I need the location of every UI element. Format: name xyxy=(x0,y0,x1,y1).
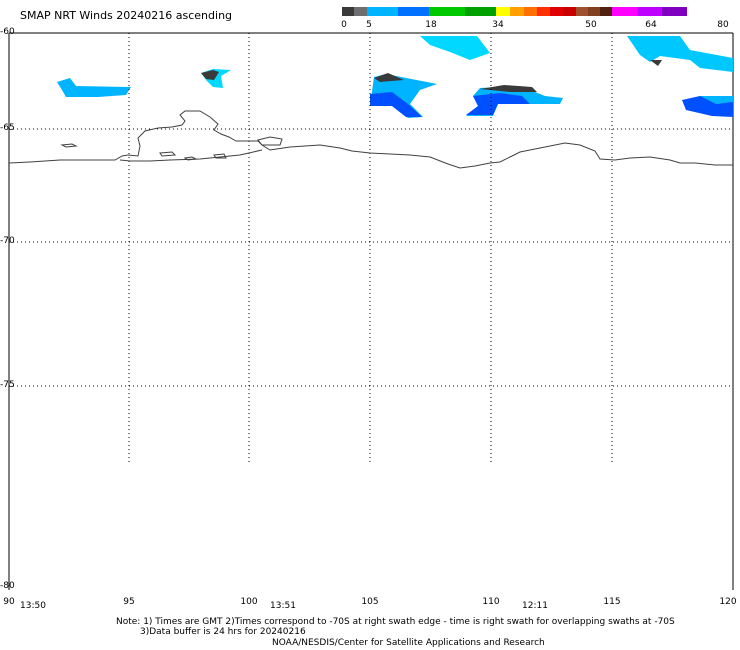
lat-label-60: -60 xyxy=(0,27,15,37)
wind-swaths xyxy=(57,36,733,118)
colorbar-segment xyxy=(510,7,524,16)
lon-label-110: 110 xyxy=(482,597,500,607)
note-line-1: Note: 1) Times are GMT 2)Times correspon… xyxy=(116,617,675,627)
wind-swath-5-deep xyxy=(466,93,530,115)
colorbar-label-50: 50 xyxy=(585,20,597,30)
colorbar-segment xyxy=(354,7,367,16)
longitude-gridlines xyxy=(128,33,613,465)
island-5 xyxy=(213,153,227,159)
wind-swath-3-deep xyxy=(370,92,422,117)
colorbar-segment xyxy=(600,7,612,16)
coastline xyxy=(8,110,733,169)
note-line-2: 3)Data buffer is 24 hrs for 20240216 xyxy=(140,627,306,637)
colorbar-label-0: 0 xyxy=(341,20,347,30)
swath-time-3: 12:11 xyxy=(522,601,548,611)
colorbar-segment xyxy=(612,7,637,16)
coastline-shelf xyxy=(119,149,263,162)
colorbar-label-5: 5 xyxy=(366,20,372,30)
colorbar-segment xyxy=(637,7,662,16)
wind-speed-colorbar xyxy=(342,7,728,16)
island-2 xyxy=(159,151,177,157)
wind-swath-6-dark xyxy=(650,60,662,66)
coastline-main xyxy=(8,110,733,169)
colorbar-segment xyxy=(398,7,429,16)
colorbar-segment xyxy=(537,7,550,16)
colorbar-label-18: 18 xyxy=(425,20,437,30)
lat-label-65: -65 xyxy=(0,123,15,133)
note-line-3: NOAA/NESDIS/Center for Satellite Applica… xyxy=(272,638,545,648)
colorbar-label-80: 80 xyxy=(717,20,729,30)
wind-swath-6 xyxy=(627,36,733,72)
colorbar-segment xyxy=(465,7,496,16)
colorbar-segment xyxy=(342,7,354,16)
colorbar-segment xyxy=(367,7,398,16)
wind-swath-1 xyxy=(57,78,131,97)
lat-label-70: -70 xyxy=(0,236,15,246)
island-1 xyxy=(60,143,78,148)
colorbar-segment xyxy=(496,7,510,16)
lat-label-75: -75 xyxy=(0,380,15,390)
wind-swath-7-light xyxy=(700,96,733,104)
lon-label-100: 100 xyxy=(240,597,258,607)
map-title: SMAP NRT Winds 20240216 ascending xyxy=(20,9,233,22)
colorbar-segment xyxy=(524,7,537,16)
colorbar-label-64: 64 xyxy=(645,20,657,30)
colorbar-segment xyxy=(662,7,687,16)
lon-label-115: 115 xyxy=(603,597,621,607)
colorbar-segment xyxy=(576,7,588,16)
latitude-gridlines xyxy=(9,128,733,387)
lat-label-80: -80 xyxy=(0,581,15,591)
wind-swath-3 xyxy=(370,74,437,118)
wind-swath-4 xyxy=(420,36,490,60)
colorbar-segment xyxy=(563,7,576,16)
colorbar-segment xyxy=(429,7,465,16)
wind-swath-2-dark xyxy=(201,70,219,80)
swath-time-2: 13:51 xyxy=(270,601,296,611)
wind-swath-5-dark xyxy=(480,85,537,92)
colorbar-label-34: 34 xyxy=(492,20,504,30)
lon-label-90: 90 xyxy=(3,597,15,607)
wind-swath-3-dark xyxy=(374,73,404,82)
colorbar-segment xyxy=(588,7,600,16)
lon-label-105: 105 xyxy=(361,597,379,607)
lon-label-120: 120 xyxy=(719,597,737,607)
swath-time-1: 13:50 xyxy=(20,601,46,611)
island-3 xyxy=(183,156,198,161)
colorbar-segment xyxy=(550,7,563,16)
lon-label-95: 95 xyxy=(123,597,135,607)
island-4 xyxy=(257,136,283,146)
